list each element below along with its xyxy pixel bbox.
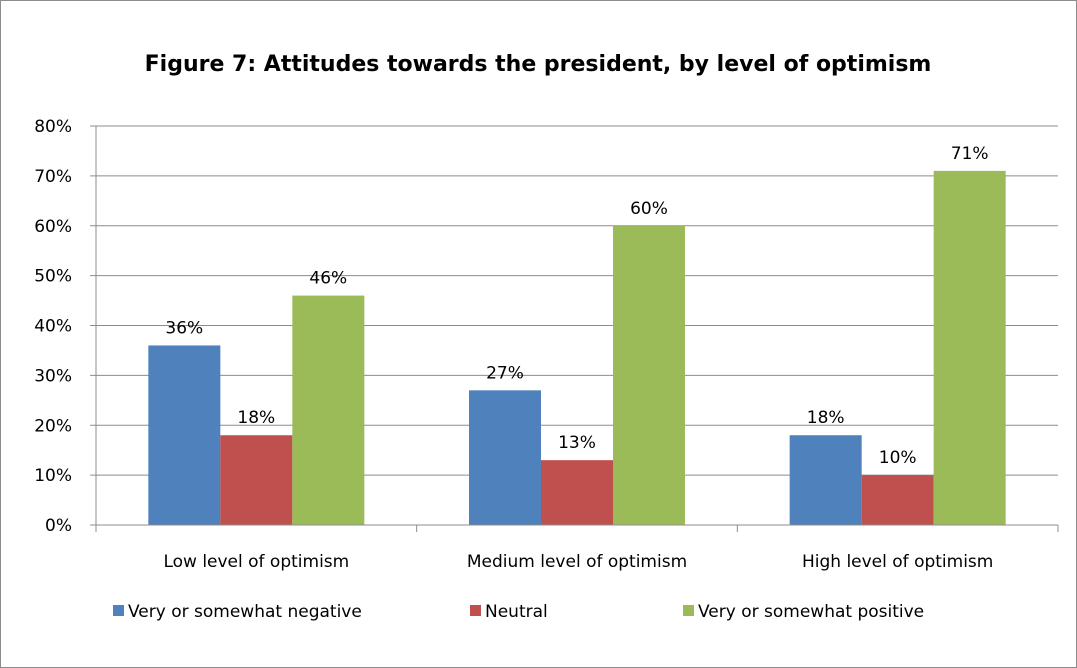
data-label: 46% xyxy=(309,269,347,289)
x-tick-label: Low level of optimism xyxy=(163,552,349,572)
y-tick-label: 50% xyxy=(34,267,72,287)
x-axis-ticks: Low level of optimism Medium level of opt… xyxy=(95,525,1059,572)
data-label: 10% xyxy=(879,448,917,468)
y-axis-ticks: 0% 10% 20% 30% 40% 50% 60% 70% 80% xyxy=(34,117,96,536)
bar xyxy=(292,295,365,525)
y-tick-label: 80% xyxy=(34,117,72,137)
data-label: 18% xyxy=(807,408,845,428)
bar xyxy=(613,225,685,525)
chart-title: Figure 7: Attitudes towards the presiden… xyxy=(145,52,932,77)
legend-label: Neutral xyxy=(485,602,548,622)
legend-swatch xyxy=(470,605,481,616)
legend-label: Very or somewhat positive xyxy=(698,602,924,622)
x-tick-label: Medium level of optimism xyxy=(467,552,687,572)
legend: Very or somewhat negative Neutral Very or … xyxy=(113,602,924,622)
data-label: 60% xyxy=(630,199,668,219)
legend-swatch xyxy=(683,605,694,616)
data-label: 71% xyxy=(951,144,989,164)
y-tick-label: 20% xyxy=(34,416,72,436)
data-label: 36% xyxy=(165,318,203,338)
y-tick-label: 40% xyxy=(34,317,72,337)
gridlines xyxy=(96,125,1058,476)
x-tick-label: High level of optimism xyxy=(802,552,993,572)
y-tick-label: 0% xyxy=(45,516,72,536)
data-label: 18% xyxy=(237,408,275,428)
x-axis xyxy=(95,126,1058,526)
data-labels: 36% 18% 46% 27% 13% 60% 18% 10% 71% xyxy=(165,144,988,468)
bar xyxy=(220,435,293,525)
legend-swatch xyxy=(113,605,124,616)
bar xyxy=(861,475,934,525)
y-tick-label: 30% xyxy=(34,366,72,386)
y-tick-label: 70% xyxy=(34,167,72,187)
bar xyxy=(541,460,613,525)
y-tick-label: 10% xyxy=(34,466,72,486)
bar xyxy=(789,435,862,525)
bars xyxy=(148,170,1006,525)
bar xyxy=(148,345,221,525)
bar xyxy=(469,390,541,525)
bar xyxy=(933,170,1006,525)
y-tick-label: 60% xyxy=(34,217,72,237)
data-label: 13% xyxy=(558,433,596,453)
legend-label: Very or somewhat negative xyxy=(128,602,362,622)
data-label: 27% xyxy=(486,363,524,383)
